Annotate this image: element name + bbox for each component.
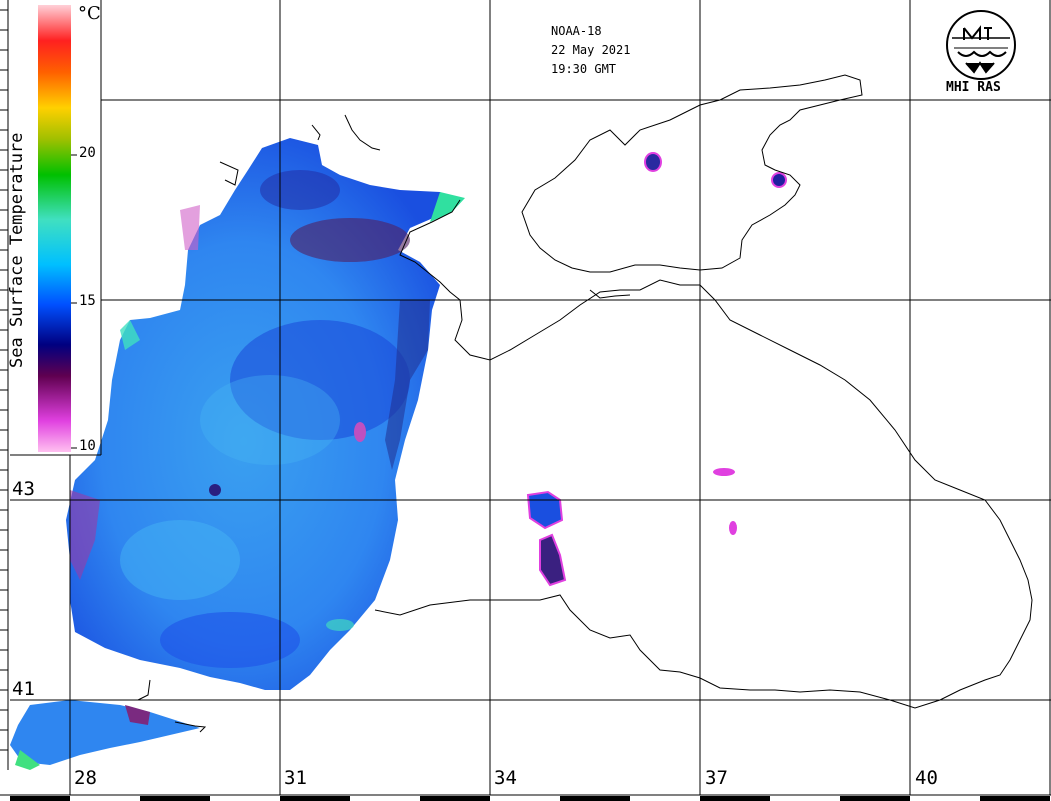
acquisition-time: 19:30 GMT [551, 62, 617, 76]
sst-patch [539, 533, 567, 587]
colorbar-title: Sea Surface Temperature [7, 132, 27, 368]
sst-field [10, 138, 787, 770]
satellite-name: NOAA-18 [551, 24, 602, 38]
sst-patch [526, 490, 564, 530]
acquisition-date: 22 May 2021 [551, 43, 631, 57]
longitude-label-40: 40 [915, 767, 938, 789]
colorbar-gradient [38, 5, 71, 452]
longitude-label-37: 37 [705, 767, 728, 789]
sst-patch [644, 152, 662, 172]
colorbar [38, 5, 77, 452]
logo-text: MHI RAS [946, 80, 1001, 95]
longitude-label-34: 34 [494, 767, 517, 789]
sst-patch [729, 521, 737, 535]
latitude-label-43: 43 [12, 478, 35, 500]
sst-patch [713, 468, 735, 476]
longitude-label-31: 31 [284, 767, 307, 789]
graticule [10, 0, 1051, 795]
colorbar-tick-15: 15 [79, 293, 96, 309]
colorbar-tick-20: 20 [79, 145, 96, 161]
latitude-label-41: 41 [12, 678, 35, 700]
coastline [137, 74, 1033, 733]
colorbar-unit: °C [78, 3, 101, 24]
longitude-label-28: 28 [74, 767, 97, 789]
sst-patch [771, 172, 787, 188]
mhi-ras-logo-icon [946, 10, 1016, 80]
bottom-scale [0, 794, 1051, 801]
left-scale [0, 0, 9, 770]
colorbar-tick-10: 10 [79, 438, 96, 454]
